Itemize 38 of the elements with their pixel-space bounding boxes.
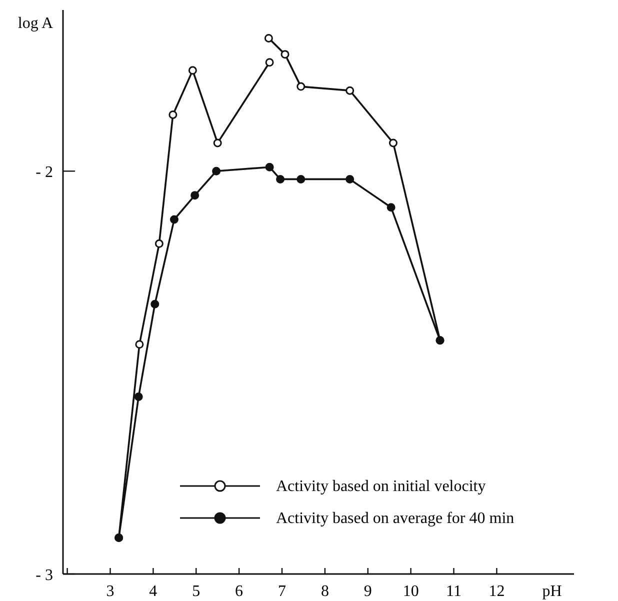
y-tick-label: - 2 xyxy=(36,164,53,182)
x-tick-label: 12 xyxy=(488,583,505,600)
y-axis-title: log A xyxy=(18,15,54,32)
x-tick-label: 7 xyxy=(278,583,286,600)
point xyxy=(346,86,354,95)
point xyxy=(168,110,178,119)
point xyxy=(296,82,306,91)
point xyxy=(135,340,144,349)
point xyxy=(213,138,222,148)
x-tick-label: 9 xyxy=(364,583,372,600)
point xyxy=(388,138,398,148)
point xyxy=(280,50,290,59)
legend-label: Activity based on initial velocity xyxy=(276,478,486,495)
point xyxy=(150,300,160,308)
x-tick-label: 6 xyxy=(235,583,244,600)
x-axis-title: pH xyxy=(542,583,562,600)
point xyxy=(190,191,200,200)
x-tick-label: 5 xyxy=(192,583,200,600)
point xyxy=(188,66,197,75)
legend: Activity based on initial velocity Activity based on average for 40 min xyxy=(179,478,514,527)
x-tick-label: 11 xyxy=(446,583,462,600)
point xyxy=(296,174,306,184)
point xyxy=(346,174,354,184)
legend-label: Activity based on average for 40 min xyxy=(276,510,514,527)
x-tick-label: 4 xyxy=(149,583,158,600)
point xyxy=(212,166,221,176)
point xyxy=(265,162,274,172)
point xyxy=(170,215,178,224)
point xyxy=(264,34,273,42)
y-tick-label: - 3 xyxy=(36,567,53,584)
point xyxy=(276,174,285,184)
x-tick-label: 8 xyxy=(320,583,329,600)
point xyxy=(154,239,164,248)
x-tick-label: 3 xyxy=(106,583,114,600)
point xyxy=(134,392,143,401)
x-tick-label: 10 xyxy=(402,583,419,600)
point xyxy=(265,58,274,67)
point xyxy=(386,203,396,212)
